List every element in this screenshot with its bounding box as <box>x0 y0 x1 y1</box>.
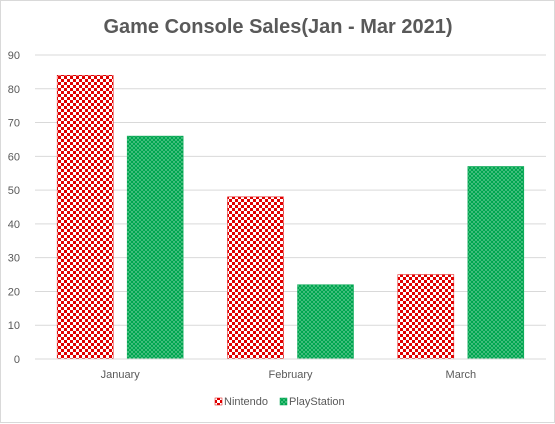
bar-playstation-january <box>126 135 184 360</box>
legend-label-nintendo: Nintendo <box>224 396 268 408</box>
x-axis: January February March <box>101 369 477 381</box>
chart-title: Game Console Sales(Jan - Mar 2021) <box>103 16 452 38</box>
y-tick-label: 50 <box>8 185 20 197</box>
y-tick-label: 40 <box>8 219 20 231</box>
y-tick-label: 30 <box>8 253 20 265</box>
y-tick-label: 0 <box>14 354 20 366</box>
legend: Nintendo PlayStation <box>214 396 345 408</box>
x-tick-label: March <box>446 369 477 381</box>
bar-nintendo-january <box>56 75 114 360</box>
x-tick-label: January <box>101 369 141 381</box>
gridlines <box>35 54 546 326</box>
bar-nintendo-february <box>227 196 284 360</box>
legend-label-playstation: PlayStation <box>289 396 345 408</box>
y-tick-label: 80 <box>8 84 20 96</box>
y-tick-label: 90 <box>8 50 20 62</box>
bar-nintendo-march <box>397 274 455 360</box>
legend-swatch-nintendo <box>214 397 223 406</box>
y-tick-label: 60 <box>8 151 20 163</box>
bars <box>56 75 525 360</box>
legend-swatch-playstation <box>279 397 288 406</box>
y-tick-label: 70 <box>8 118 20 130</box>
y-tick-label: 10 <box>8 320 20 332</box>
bar-playstation-march <box>467 166 525 360</box>
bar-playstation-february <box>297 284 354 360</box>
y-axis: 0 10 20 30 40 50 60 70 80 90 <box>8 50 20 366</box>
y-tick-label: 20 <box>8 286 20 298</box>
x-tick-label: February <box>268 369 313 381</box>
